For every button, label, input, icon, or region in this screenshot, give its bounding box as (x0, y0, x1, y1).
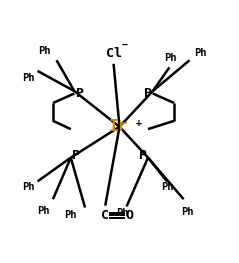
Text: P: P (72, 149, 80, 162)
Text: C: C (101, 209, 109, 222)
Text: Ph: Ph (181, 207, 193, 217)
Text: Cl: Cl (106, 47, 122, 60)
Text: Ph: Ph (65, 210, 77, 220)
Text: Ph: Ph (116, 208, 128, 218)
Text: Ph: Ph (22, 182, 34, 192)
Text: Ph: Ph (22, 73, 34, 83)
Text: O: O (125, 209, 133, 222)
Text: Ph: Ph (37, 206, 50, 216)
Text: Ph: Ph (164, 53, 177, 63)
Text: +: + (136, 118, 141, 128)
Text: Ph: Ph (38, 46, 51, 56)
Text: Ir: Ir (109, 119, 128, 134)
Text: Ph: Ph (161, 182, 173, 192)
Text: P: P (76, 87, 84, 100)
Text: P: P (144, 87, 152, 100)
Text: Ph: Ph (194, 48, 206, 58)
Text: P: P (139, 149, 147, 162)
Text: −: − (122, 40, 128, 50)
